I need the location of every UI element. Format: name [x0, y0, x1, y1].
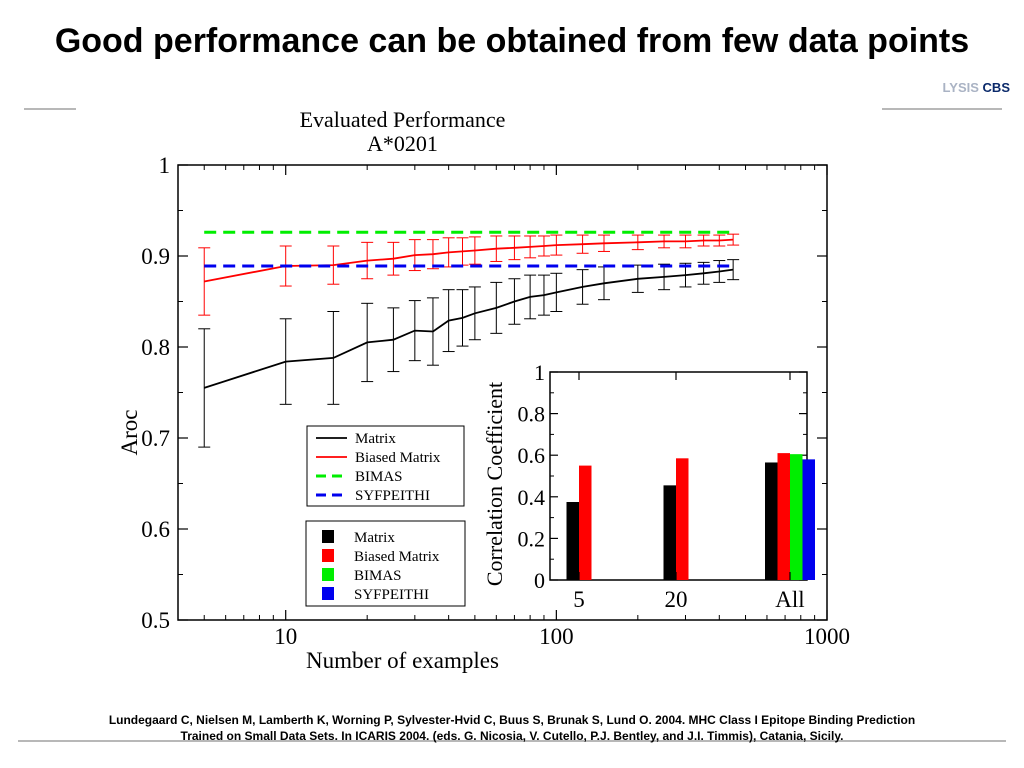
- inset-bar-matrix: [765, 462, 778, 580]
- citation-line-2: Trained on Small Data Sets. In ICARIS 20…: [180, 729, 844, 743]
- legend-label: Matrix: [355, 431, 396, 447]
- chart-title: Evaluated Performance: [300, 107, 506, 132]
- inset-y-tick-label: 0.8: [518, 402, 546, 427]
- inset-bar-syfpeithi: [802, 459, 815, 580]
- citation: Lundegaard C, Nielsen M, Lamberth K, Wor…: [20, 712, 1004, 744]
- series-line-matrix: [203, 268, 734, 389]
- x-tick-label: 100: [539, 624, 574, 649]
- footer-rule: [18, 740, 1006, 742]
- inset-y-tick-label: 0.4: [518, 485, 546, 510]
- bar-legend-swatch: [322, 530, 334, 543]
- logo-text-cbs: CBS: [982, 80, 1010, 95]
- slide-title: Good performance can be obtained from fe…: [54, 22, 970, 60]
- bar-legend-swatch: [322, 587, 334, 600]
- legend-label: SYFPEITHI: [355, 488, 430, 504]
- inset-x-tick-label: 5: [573, 587, 585, 612]
- inset-bar-matrix: [663, 485, 676, 580]
- inset-bar-matrix: [566, 502, 579, 580]
- inset-y-tick-label: 0: [534, 568, 545, 593]
- inset-bar-biased-matrix: [579, 465, 592, 580]
- y-tick-label: 1: [159, 153, 171, 178]
- y-tick-label: 0.5: [141, 608, 170, 633]
- logo-text-lysis: LYSIS: [942, 80, 979, 95]
- inset-y-tick-label: 0.6: [518, 443, 546, 468]
- bar-legend-label: BIMAS: [354, 568, 402, 584]
- bar-legend-label: SYFPEITHI: [354, 587, 429, 603]
- inset-y-tick-label: 0.2: [518, 526, 546, 551]
- inset-x-tick-label: All: [775, 587, 804, 612]
- inset-bar-biased-matrix: [676, 458, 689, 580]
- chart-subtitle: A*0201: [367, 131, 438, 156]
- bar-legend-label: Matrix: [354, 530, 395, 546]
- y-tick-label: 0.6: [141, 517, 170, 542]
- bar-legend-label: Biased Matrix: [354, 549, 440, 565]
- line-legend-box: [306, 425, 465, 507]
- citation-line-1: Lundegaard C, Nielsen M, Lamberth K, Wor…: [108, 713, 916, 727]
- y-tick-label: 0.8: [141, 335, 170, 360]
- bar-legend-swatch: [322, 549, 334, 562]
- inset-x-tick-label: 20: [665, 587, 688, 612]
- x-axis-label: Number of examples: [306, 648, 499, 673]
- y-tick-label: 0.9: [141, 244, 170, 269]
- cbs-logo: LYSIS CBS: [943, 80, 1010, 95]
- bar-legend-swatch: [322, 568, 334, 581]
- legend-label: Biased Matrix: [355, 450, 441, 466]
- inset-y-axis-label: Correlation Coefficient: [482, 382, 507, 586]
- x-tick-label: 1000: [804, 624, 850, 649]
- y-tick-label: 0.7: [141, 426, 170, 451]
- inset-bar-biased-matrix: [777, 453, 790, 580]
- x-tick-label: 10: [274, 624, 297, 649]
- inset-y-tick-label: 1: [534, 360, 545, 385]
- inset-bar-bimas: [790, 454, 803, 580]
- legend-label: BIMAS: [355, 469, 403, 485]
- header-rule-left: [24, 108, 76, 110]
- y-axis-label: Aroc: [117, 410, 142, 456]
- header-rule-right: [882, 108, 1002, 110]
